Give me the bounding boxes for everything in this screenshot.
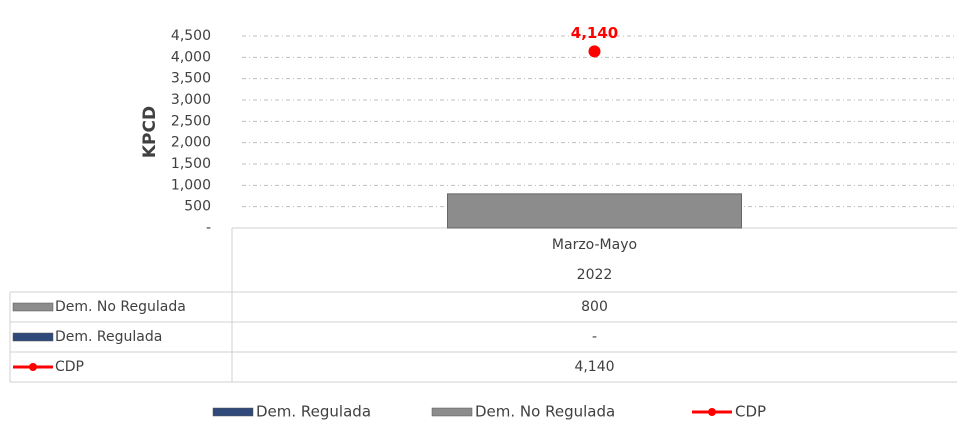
y-axis-title: KPCD [140,106,160,158]
table-series-name: CDP [55,359,84,375]
table-series-name: Dem. Regulada [55,329,162,345]
y-tick-label: 1,000 [171,177,211,193]
y-tick-label: 500 [184,199,211,215]
legend-label: CDP [735,403,766,421]
table-swatch [12,302,54,312]
legend-label: Dem. No Regulada [475,403,615,421]
table-swatch [29,363,37,371]
legend-swatch [212,407,254,417]
y-tick-label: - [206,220,211,236]
y-tick-label: 2,500 [171,113,211,129]
y-tick-label: 1,500 [171,156,211,172]
table-value: 4,140 [574,359,614,375]
line-point [588,45,601,58]
table-series-name: Dem. No Regulada [55,299,186,315]
data-label: 4,140 [571,24,618,42]
bar [447,193,742,229]
x-group-label: 2022 [577,267,613,283]
y-tick-label: 3,000 [171,92,211,108]
y-tick-label: 2,000 [171,135,211,151]
y-tick-label: 4,500 [171,28,211,44]
y-tick-label: 3,500 [171,71,211,87]
x-tick-label: Marzo-Mayo [552,237,637,253]
table-value: - [592,329,597,345]
legend-swatch [431,407,473,417]
table-value: 800 [581,299,608,315]
y-tick-label: 4,000 [171,49,211,65]
legend-label: Dem. Regulada [256,403,371,421]
legend-swatch [708,408,716,416]
table-swatch [12,332,54,342]
